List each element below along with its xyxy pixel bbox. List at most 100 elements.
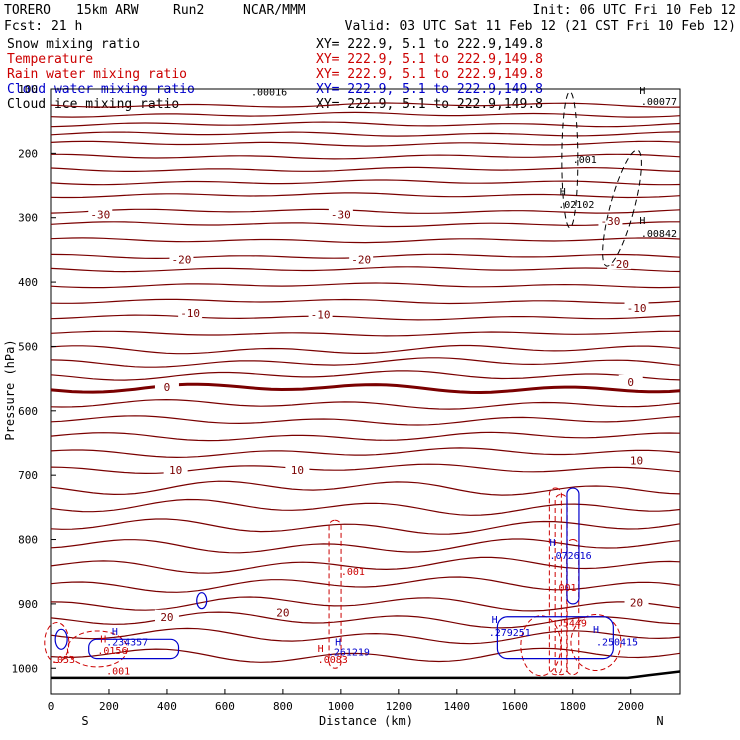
legend-label: Rain water mixing ratio — [7, 67, 187, 82]
x-tick-label: 1200 — [386, 700, 413, 713]
x-tick-label: 1400 — [444, 700, 471, 713]
isotherm-line — [50, 415, 681, 426]
resolution: 15km ARW — [76, 3, 139, 18]
x-tick-label: 0 — [48, 700, 55, 713]
isotherm-line — [50, 398, 681, 410]
contour-label-bg — [163, 463, 188, 476]
annotation-layer: .00016 H.00077.001H.02102H.00842.001.0726… — [51, 86, 677, 678]
max-value-annotation: H — [550, 538, 556, 549]
max-value-annotation: H — [112, 627, 118, 638]
isotherm-line — [50, 538, 681, 554]
x-tick-label: 2000 — [617, 700, 644, 713]
contour-label-bg — [285, 463, 310, 476]
isotherm-line — [50, 330, 681, 337]
legend-label: Temperature — [7, 52, 93, 67]
contour-label: 20 — [630, 597, 643, 610]
south-label: S — [81, 714, 88, 728]
contour-label: 10 — [291, 464, 304, 477]
max-value-annotation: .261219 — [328, 647, 370, 658]
legend: Snow mixing ratio XY= 222.9, 5.1 to 222.9… — [7, 37, 543, 112]
legend-label: Snow mixing ratio — [7, 37, 140, 52]
contour-label-bg — [624, 453, 649, 466]
y-tick-label: 100 — [18, 83, 38, 96]
rain-contour — [520, 615, 562, 677]
contour-label-bg — [154, 609, 179, 622]
contour-label: 0 — [164, 381, 171, 394]
max-value-annotation: .001 — [106, 667, 130, 678]
contour-label-bg — [607, 257, 632, 270]
isotherm-line — [50, 221, 680, 228]
y-tick-label: 800 — [18, 534, 38, 547]
max-value-annotation: H — [492, 615, 498, 626]
cloud-water-contour — [88, 638, 180, 660]
cloud-water-contour — [566, 487, 580, 605]
max-value-annotation: .053 — [51, 655, 75, 666]
cloud-water-contour — [496, 616, 614, 660]
contour-label: 10 — [169, 464, 182, 477]
run-label: Run2 — [173, 3, 204, 18]
max-value-annotation: .001 — [552, 583, 576, 594]
max-value-annotation: .02102 — [558, 200, 594, 211]
max-value-annotation: .00016 — [251, 87, 287, 98]
contour-label-bg — [624, 595, 649, 608]
isotherm-line — [50, 596, 681, 612]
max-value-annotation: H — [560, 187, 566, 198]
rain-contour — [570, 614, 622, 672]
y-tick-label: 700 — [18, 469, 38, 482]
contour-label: 20 — [160, 611, 173, 624]
contour-label-bg — [598, 213, 623, 226]
y-tick-label: 300 — [18, 212, 38, 225]
max-value-annotation: .234357 — [106, 638, 148, 649]
contour-label: -10 — [311, 308, 331, 321]
rain-contour — [548, 487, 562, 676]
isotherm-line — [50, 282, 681, 289]
y-tick-label: 500 — [18, 340, 38, 353]
contour-label: -30 — [90, 209, 110, 222]
isotherm-line — [50, 166, 681, 172]
x-tick-label: 800 — [273, 700, 293, 713]
contour-label-bg — [270, 605, 295, 618]
init-time: Init: 06 UTC Fri 10 Feb 12 — [533, 3, 737, 18]
contour-label-bg — [618, 374, 643, 387]
org-label: NCAR/MMM — [243, 3, 306, 18]
isotherm-line — [50, 111, 681, 118]
legend-xy: XY= 222.9, 5.1 to 222.9,149.8 — [316, 37, 543, 52]
isotherm-line — [50, 140, 681, 147]
contour-label: -10 — [180, 307, 200, 320]
max-value-annotation: H — [318, 644, 324, 655]
max-value-annotation: H — [335, 638, 341, 649]
isotherm-line — [50, 370, 681, 381]
contour-label: 0 — [627, 376, 634, 389]
y-tick-label: 200 — [18, 147, 38, 160]
legend-xy: XY= 222.9, 5.1 to 222.9,149.8 — [316, 67, 543, 82]
contour-label: -20 — [351, 254, 371, 267]
axes: 0 200 400 600 800 1000 1200 1400 1600 1800 2000100… — [12, 83, 644, 713]
rain-contour — [66, 630, 128, 668]
contour-label: -30 — [331, 209, 351, 222]
contour-label: 20 — [276, 606, 289, 619]
isotherm-line — [50, 314, 681, 321]
contour-label-bg — [328, 207, 353, 220]
x-tick-label: 1000 — [328, 700, 355, 713]
north-label: N — [656, 714, 663, 728]
isotherm-line — [50, 131, 681, 137]
forecast-hour: Fcst: 21 h — [4, 19, 82, 34]
max-value-annotation: H — [593, 625, 599, 636]
valid-time: Valid: 03 UTC Sat 11 Feb 12 (21 CST Fri … — [345, 19, 736, 34]
contour-label: -10 — [627, 302, 647, 315]
contour-label: -20 — [609, 258, 629, 271]
max-value-annotation: .0156 — [97, 646, 127, 657]
isotherm-line — [50, 518, 681, 535]
max-value-annotation: .00842 — [641, 229, 677, 240]
max-value-annotation: .001 — [341, 567, 365, 578]
max-value-annotation: .00077 — [641, 97, 677, 108]
x-tick-label: 600 — [215, 700, 235, 713]
contour-label-bg — [88, 207, 113, 220]
isotherm-line — [50, 576, 681, 593]
contour-layer: -30 -30 -30 -20 -20 -20 -10 -10 -10 0 0 10 10 10 20 20 2… — [50, 102, 681, 663]
max-value-annotation: H — [639, 216, 645, 227]
max-value-annotation: H — [639, 86, 645, 97]
isotherm-line — [50, 627, 681, 645]
isotherm-line — [50, 237, 681, 244]
